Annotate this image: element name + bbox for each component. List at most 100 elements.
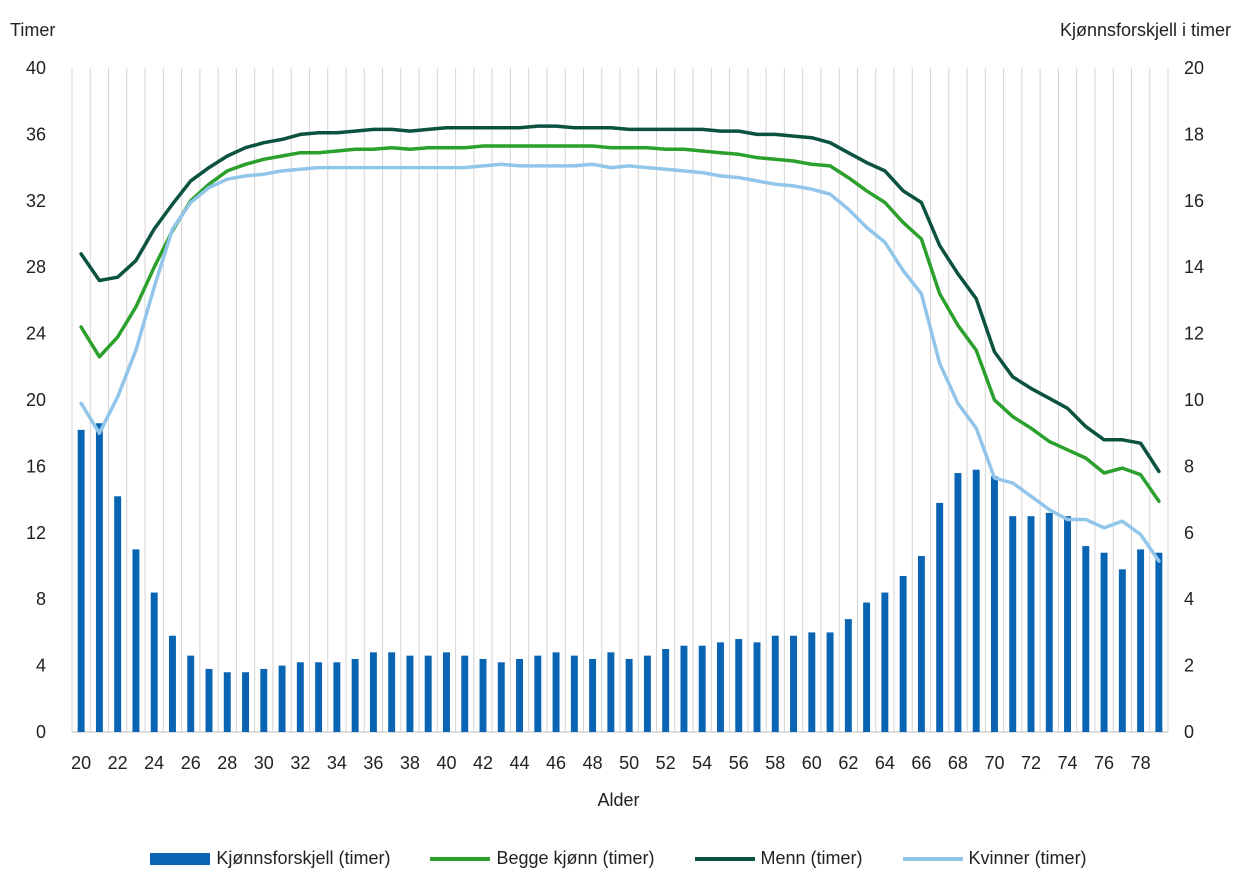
bar bbox=[771, 635, 779, 732]
left-axis-ticks: 0 4 8 12 16 20 24 28 32 36 40 bbox=[26, 58, 46, 742]
right-axis-title: Kjønnsforskjell i timer bbox=[1059, 20, 1231, 40]
x-tick-label: 76 bbox=[1094, 753, 1114, 773]
right-axis-ticks: 0 2 4 6 8 10 12 14 16 18 20 bbox=[1184, 58, 1204, 742]
legend-item-kjonnsforskjell: Kjønnsforskjell (timer) bbox=[150, 848, 390, 869]
x-tick-label: 62 bbox=[838, 753, 858, 773]
bar bbox=[607, 652, 615, 732]
left-tick-label: 0 bbox=[36, 722, 46, 742]
bar bbox=[662, 649, 670, 732]
legend-swatch-kjonnsforskjell bbox=[150, 852, 211, 865]
bar bbox=[1064, 516, 1072, 732]
x-tick-label: 68 bbox=[948, 753, 968, 773]
line-series-group bbox=[79, 124, 1161, 563]
x-tick-label: 58 bbox=[765, 753, 785, 773]
bar bbox=[461, 655, 469, 732]
bar bbox=[954, 473, 962, 732]
bar bbox=[168, 635, 176, 732]
bar bbox=[990, 476, 998, 732]
bar-series bbox=[77, 423, 1163, 732]
bar bbox=[1009, 516, 1017, 732]
bar bbox=[296, 662, 304, 732]
bar bbox=[77, 429, 85, 732]
x-tick-label: 54 bbox=[692, 753, 712, 773]
bar bbox=[278, 665, 286, 732]
legend-label-begge-kjonn: Begge kjønn (timer) bbox=[496, 848, 655, 868]
left-tick-label: 4 bbox=[36, 656, 46, 676]
x-tick-label: 30 bbox=[254, 753, 274, 773]
bar bbox=[735, 639, 743, 732]
right-tick-label: 4 bbox=[1184, 589, 1194, 609]
bar bbox=[497, 662, 505, 732]
x-tick-label: 32 bbox=[290, 753, 310, 773]
bar bbox=[753, 642, 761, 732]
bar bbox=[351, 658, 359, 732]
left-tick-label: 16 bbox=[26, 456, 46, 476]
x-axis-title: Alder bbox=[597, 790, 640, 810]
right-tick-label: 8 bbox=[1184, 456, 1194, 476]
x-tick-label: 48 bbox=[583, 753, 603, 773]
bar bbox=[442, 652, 450, 732]
bar bbox=[187, 655, 195, 732]
bar bbox=[716, 642, 724, 732]
x-tick-label: 22 bbox=[108, 753, 128, 773]
legend: Kjønnsforskjell (timer) Begge kjønn (tim… bbox=[0, 848, 1237, 869]
left-tick-label: 32 bbox=[26, 191, 46, 211]
left-tick-label: 20 bbox=[26, 390, 46, 410]
series-line bbox=[79, 124, 1161, 474]
right-tick-label: 2 bbox=[1184, 656, 1194, 676]
bar bbox=[808, 632, 816, 732]
x-tick-label: 28 bbox=[217, 753, 237, 773]
right-tick-label: 18 bbox=[1184, 124, 1204, 144]
bar bbox=[406, 655, 414, 732]
x-tick-label: 72 bbox=[1021, 753, 1041, 773]
x-tick-label: 46 bbox=[546, 753, 566, 773]
bar bbox=[150, 592, 158, 732]
bar bbox=[516, 658, 524, 732]
bar bbox=[936, 502, 944, 732]
x-tick-label: 40 bbox=[436, 753, 456, 773]
bar bbox=[114, 496, 122, 732]
x-tick-label: 38 bbox=[400, 753, 420, 773]
x-tick-label: 52 bbox=[656, 753, 676, 773]
x-tick-label: 50 bbox=[619, 753, 639, 773]
x-tick-label: 66 bbox=[911, 753, 931, 773]
legend-swatch-kvinner bbox=[902, 856, 963, 861]
bar bbox=[369, 652, 377, 732]
bar bbox=[333, 662, 341, 732]
series-line bbox=[79, 144, 1161, 504]
vertical-gridlines bbox=[71, 68, 1169, 732]
bar bbox=[698, 645, 706, 732]
bar bbox=[863, 602, 871, 732]
legend-label-menn: Menn (timer) bbox=[760, 848, 863, 868]
bar bbox=[223, 672, 231, 732]
bar bbox=[844, 619, 852, 732]
bar bbox=[972, 469, 980, 732]
x-tick-label: 20 bbox=[71, 753, 91, 773]
left-axis-title: Timer bbox=[10, 20, 56, 40]
x-tick-label: 34 bbox=[327, 753, 347, 773]
bar bbox=[1137, 549, 1145, 732]
x-tick-label: 70 bbox=[984, 753, 1004, 773]
right-tick-label: 14 bbox=[1184, 257, 1204, 277]
legend-label-kjonnsforskjell: Kjønnsforskjell (timer) bbox=[216, 848, 391, 868]
bar bbox=[826, 632, 834, 732]
x-axis-ticks: 20 22 24 26 28 30 32 34 36 38 40 42 44 46 48 50 52 54 56 58… bbox=[71, 753, 1150, 773]
x-tick-label: 78 bbox=[1131, 753, 1151, 773]
x-tick-label: 74 bbox=[1058, 753, 1078, 773]
right-tick-label: 0 bbox=[1184, 722, 1194, 742]
left-tick-label: 12 bbox=[26, 523, 46, 543]
bar bbox=[1100, 552, 1108, 732]
x-tick-label: 56 bbox=[729, 753, 749, 773]
left-tick-label: 36 bbox=[26, 124, 46, 144]
left-tick-label: 28 bbox=[26, 257, 46, 277]
right-tick-label: 20 bbox=[1184, 58, 1204, 78]
legend-swatch-begge-kjonn bbox=[430, 856, 491, 861]
right-tick-label: 16 bbox=[1184, 191, 1204, 211]
x-tick-label: 36 bbox=[363, 753, 383, 773]
right-tick-label: 10 bbox=[1184, 390, 1204, 410]
bar bbox=[643, 655, 651, 732]
bar bbox=[917, 556, 925, 732]
left-tick-label: 24 bbox=[26, 324, 46, 344]
x-tick-label: 26 bbox=[181, 753, 201, 773]
